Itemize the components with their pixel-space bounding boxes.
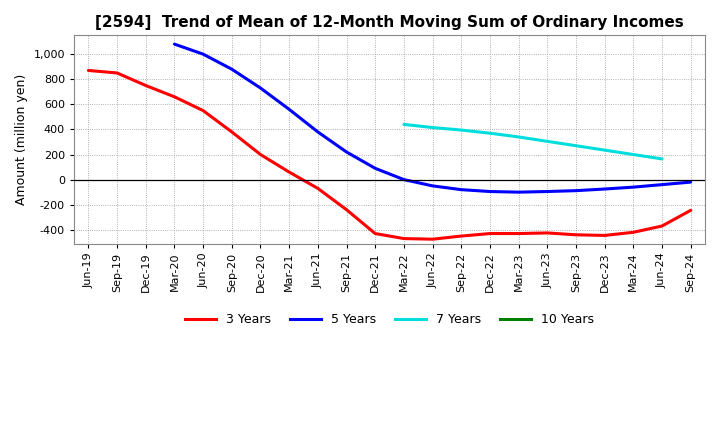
3 Years xyxy=(457,234,466,239)
5 Years xyxy=(199,51,207,57)
5 Years xyxy=(170,41,179,47)
3 Years xyxy=(228,129,236,135)
5 Years xyxy=(629,184,638,190)
5 Years xyxy=(285,107,294,112)
7 Years xyxy=(514,134,523,139)
Title: [2594]  Trend of Mean of 12-Month Moving Sum of Ordinary Incomes: [2594] Trend of Mean of 12-Month Moving … xyxy=(95,15,684,30)
5 Years xyxy=(485,189,494,194)
5 Years xyxy=(686,180,695,185)
3 Years xyxy=(400,236,408,241)
7 Years xyxy=(457,128,466,133)
3 Years xyxy=(141,83,150,88)
7 Years xyxy=(600,147,609,153)
5 Years xyxy=(400,177,408,182)
7 Years xyxy=(629,152,638,157)
3 Years xyxy=(657,224,666,229)
5 Years xyxy=(657,182,666,187)
3 Years xyxy=(313,186,322,191)
5 Years xyxy=(313,129,322,135)
5 Years xyxy=(600,187,609,192)
3 Years xyxy=(514,231,523,236)
Line: 7 Years: 7 Years xyxy=(404,125,662,159)
5 Years xyxy=(543,189,552,194)
5 Years xyxy=(457,187,466,192)
Line: 3 Years: 3 Years xyxy=(89,70,690,239)
5 Years xyxy=(228,66,236,72)
7 Years xyxy=(572,143,580,148)
5 Years xyxy=(342,149,351,154)
3 Years xyxy=(543,230,552,235)
5 Years xyxy=(256,85,265,91)
Y-axis label: Amount (million yen): Amount (million yen) xyxy=(15,74,28,205)
3 Years xyxy=(285,169,294,175)
Line: 5 Years: 5 Years xyxy=(174,44,690,192)
Legend: 3 Years, 5 Years, 7 Years, 10 Years: 3 Years, 5 Years, 7 Years, 10 Years xyxy=(180,308,599,331)
3 Years xyxy=(342,207,351,213)
3 Years xyxy=(371,231,379,236)
3 Years xyxy=(84,68,93,73)
3 Years xyxy=(686,208,695,213)
3 Years xyxy=(629,230,638,235)
7 Years xyxy=(428,125,437,130)
3 Years xyxy=(485,231,494,236)
3 Years xyxy=(256,152,265,157)
3 Years xyxy=(113,70,122,76)
7 Years xyxy=(657,156,666,161)
5 Years xyxy=(428,183,437,188)
7 Years xyxy=(485,131,494,136)
3 Years xyxy=(428,237,437,242)
3 Years xyxy=(170,94,179,99)
5 Years xyxy=(572,188,580,193)
3 Years xyxy=(572,232,580,238)
5 Years xyxy=(514,190,523,195)
7 Years xyxy=(543,139,552,144)
5 Years xyxy=(371,166,379,171)
7 Years xyxy=(400,122,408,127)
3 Years xyxy=(199,108,207,113)
3 Years xyxy=(600,233,609,238)
